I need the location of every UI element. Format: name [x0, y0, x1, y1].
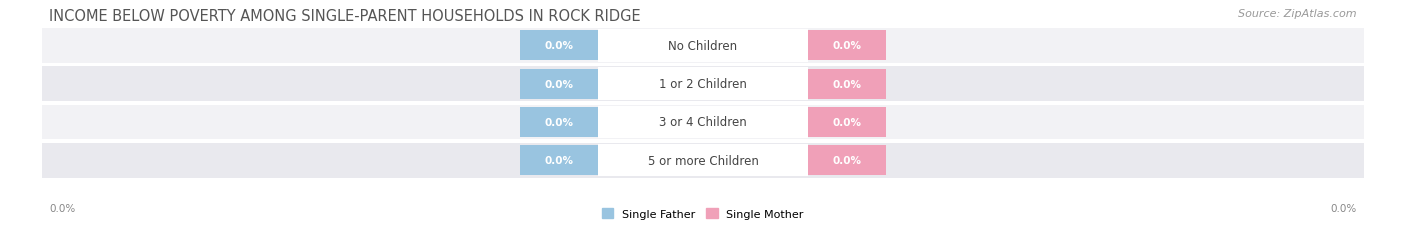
Legend: Single Father, Single Mother: Single Father, Single Mother [602, 208, 804, 219]
Text: 0.0%: 0.0% [544, 117, 574, 128]
Text: INCOME BELOW POVERTY AMONG SINGLE-PARENT HOUSEHOLDS IN ROCK RIDGE: INCOME BELOW POVERTY AMONG SINGLE-PARENT… [49, 9, 641, 24]
Text: 0.0%: 0.0% [544, 155, 574, 166]
Text: 0.0%: 0.0% [544, 41, 574, 51]
Text: 5 or more Children: 5 or more Children [648, 154, 758, 167]
Text: 1 or 2 Children: 1 or 2 Children [659, 78, 747, 91]
Text: 0.0%: 0.0% [832, 79, 862, 89]
Text: 0.0%: 0.0% [49, 203, 76, 213]
Text: 0.0%: 0.0% [832, 155, 862, 166]
Text: 3 or 4 Children: 3 or 4 Children [659, 116, 747, 129]
Text: 0.0%: 0.0% [544, 79, 574, 89]
Text: Source: ZipAtlas.com: Source: ZipAtlas.com [1239, 9, 1357, 19]
Text: No Children: No Children [668, 40, 738, 53]
Text: 0.0%: 0.0% [832, 41, 862, 51]
Text: 0.0%: 0.0% [832, 117, 862, 128]
Text: 0.0%: 0.0% [1330, 203, 1357, 213]
